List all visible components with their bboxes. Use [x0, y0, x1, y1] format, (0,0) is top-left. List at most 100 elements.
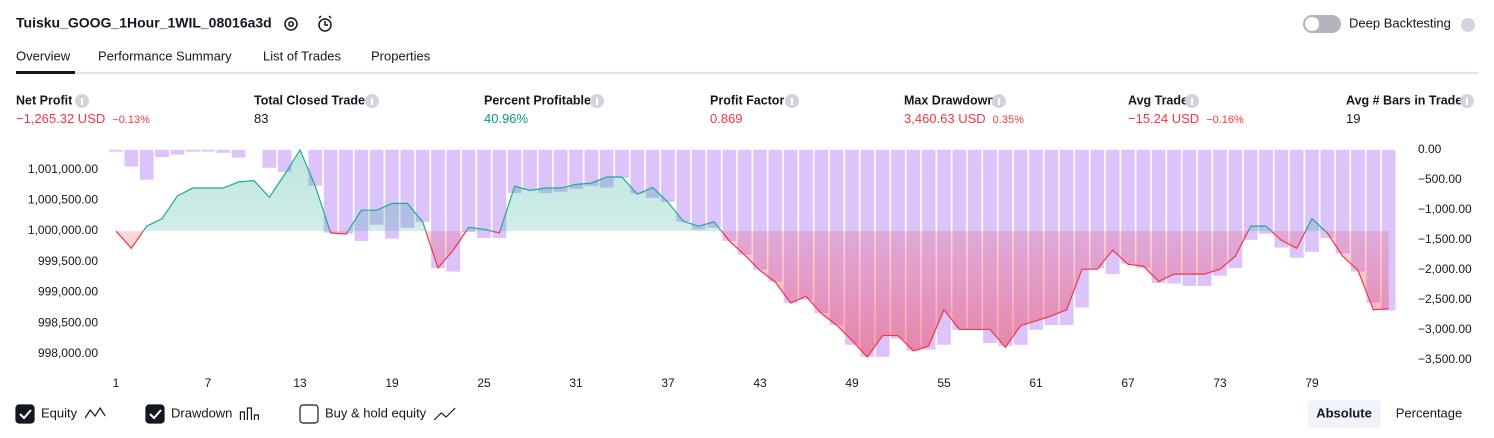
drawdown-bar	[492, 149, 507, 238]
metric-main: 0.869	[710, 111, 743, 126]
drawdown-bar	[201, 149, 215, 152]
drawdown-bar	[569, 149, 583, 189]
x-tick-label: 7	[205, 376, 212, 390]
y2-tick-label: −2,500.00	[1418, 292, 1472, 306]
x-tick-label: 61	[1029, 376, 1043, 390]
checkmark	[19, 409, 32, 420]
drawdown-bar	[1289, 149, 1304, 258]
metric-value: 83	[254, 111, 268, 126]
settings-icon[interactable]	[284, 17, 298, 31]
info-glyph	[791, 98, 793, 105]
drawdown-bar	[584, 149, 599, 186]
x-tick-label: 73	[1213, 376, 1227, 390]
drawdown-bar	[277, 149, 292, 172]
checkbox[interactable]	[299, 404, 319, 424]
drawdown-bar	[553, 149, 568, 192]
metric-label: Percent Profitable	[484, 93, 591, 107]
tab[interactable]: Properties	[371, 48, 431, 63]
drawdown-bar	[1305, 149, 1319, 252]
metric-main: 40.96%	[484, 111, 529, 126]
alert-icon[interactable]	[318, 15, 332, 32]
metric-label: Avg Trade	[1128, 93, 1188, 107]
drawdown-bar	[369, 149, 384, 225]
metric-sub: −0.13%	[112, 114, 150, 126]
x-tick-label: 43	[753, 376, 767, 390]
drawdown-bar	[415, 149, 430, 222]
drawdown-bar	[661, 149, 675, 202]
info-glyph	[596, 98, 598, 105]
equity-line-negative	[115, 231, 1389, 359]
y-tick-label: 999,500.00	[38, 254, 98, 268]
drawdown-bar	[1075, 149, 1089, 308]
drawdown-bar	[323, 149, 338, 233]
drawdown-bar	[630, 149, 645, 194]
legend-label: Equity	[41, 405, 78, 420]
y2-tick-label: −3,000.00	[1418, 322, 1472, 336]
metric-main: −15.24 USD	[1128, 111, 1199, 126]
legend-icon	[433, 407, 456, 421]
metric-label: Net Profit	[16, 93, 73, 107]
x-tick-label: 67	[1121, 376, 1135, 390]
equity-area-negative	[116, 231, 1389, 358]
strategy-title: Tuisku_GOOG_1Hour_1WIL_08016a3d	[16, 15, 272, 31]
drawdown-bar	[339, 149, 353, 234]
drawdown-bar	[737, 149, 752, 255]
y2-tick-label: −3,500.00	[1418, 352, 1472, 366]
metric-value: −1,265.32 USD −0.13%	[16, 111, 150, 126]
drawdown-bar	[538, 149, 553, 193]
toggle-label: Deep Backtesting	[1349, 15, 1451, 30]
metric-value: −15.24 USD −0.16%	[1128, 111, 1244, 126]
x-tick-label: 1	[113, 376, 120, 390]
drawdown-bar	[507, 149, 522, 193]
toggle-knob	[1305, 17, 1319, 31]
drawdown-bar	[216, 149, 231, 153]
metric-value: 0.869	[710, 111, 743, 126]
drawdown-bar	[185, 149, 200, 152]
x-tick-label: 79	[1305, 376, 1319, 390]
drawdown-bar	[1274, 149, 1289, 248]
x-tick-label: 25	[477, 376, 491, 390]
metric-label: Total Closed Trades	[254, 93, 372, 107]
drawdown-bar	[523, 149, 537, 190]
tab[interactable]: Performance Summary	[98, 48, 232, 63]
x-tick-label: 13	[293, 376, 307, 390]
drawdown-bar	[262, 149, 277, 168]
drawdown-bar	[676, 149, 691, 222]
metric-value: 40.96%	[484, 111, 529, 126]
legend-label: Buy & hold equity	[325, 405, 427, 420]
help-icon[interactable]	[1461, 18, 1475, 32]
info-glyph	[1191, 98, 1193, 105]
mode-button[interactable]: Percentage	[1396, 405, 1463, 420]
drawdown-bar	[691, 149, 706, 230]
metric-main: 19	[1346, 111, 1360, 126]
tab[interactable]: List of Trades	[263, 48, 342, 63]
metric-label: Profit Factor	[710, 93, 784, 107]
tab[interactable]: Overview	[16, 48, 71, 63]
active-tab-indicator	[16, 71, 75, 74]
mode-button[interactable]: Absolute	[1316, 405, 1372, 420]
y-tick-label: 1,000,000.00	[28, 223, 98, 237]
drawdown-bar	[1243, 149, 1258, 240]
checkbox[interactable]	[145, 404, 165, 424]
info-glyph	[81, 98, 83, 105]
checkmark	[149, 409, 162, 420]
drawdown-bar	[1259, 149, 1273, 234]
drawdown-bar	[109, 149, 123, 152]
y-tick-label: 998,500.00	[38, 315, 98, 329]
metric-value: 3,460.63 USD 0.35%	[904, 111, 1024, 126]
metric-label: Avg # Bars in Trades	[1346, 93, 1469, 107]
metric-main: 3,460.63 USD	[904, 111, 986, 126]
drawdown-bar	[1320, 149, 1335, 238]
metric-main: −1,265.32 USD	[16, 111, 105, 126]
metric-sub: 0.35%	[993, 114, 1024, 126]
drawdown-bar	[707, 149, 721, 228]
equity-area-positive	[143, 149, 1326, 232]
y-tick-label: 998,000.00	[38, 346, 98, 360]
drawdown-bar	[139, 149, 154, 180]
info-glyph	[998, 98, 1000, 105]
y-tick-label: 1,001,000.00	[28, 162, 98, 176]
equity-line	[116, 148, 1327, 232]
metric-label: Max Drawdown	[904, 93, 995, 107]
checkbox[interactable]	[15, 404, 35, 424]
